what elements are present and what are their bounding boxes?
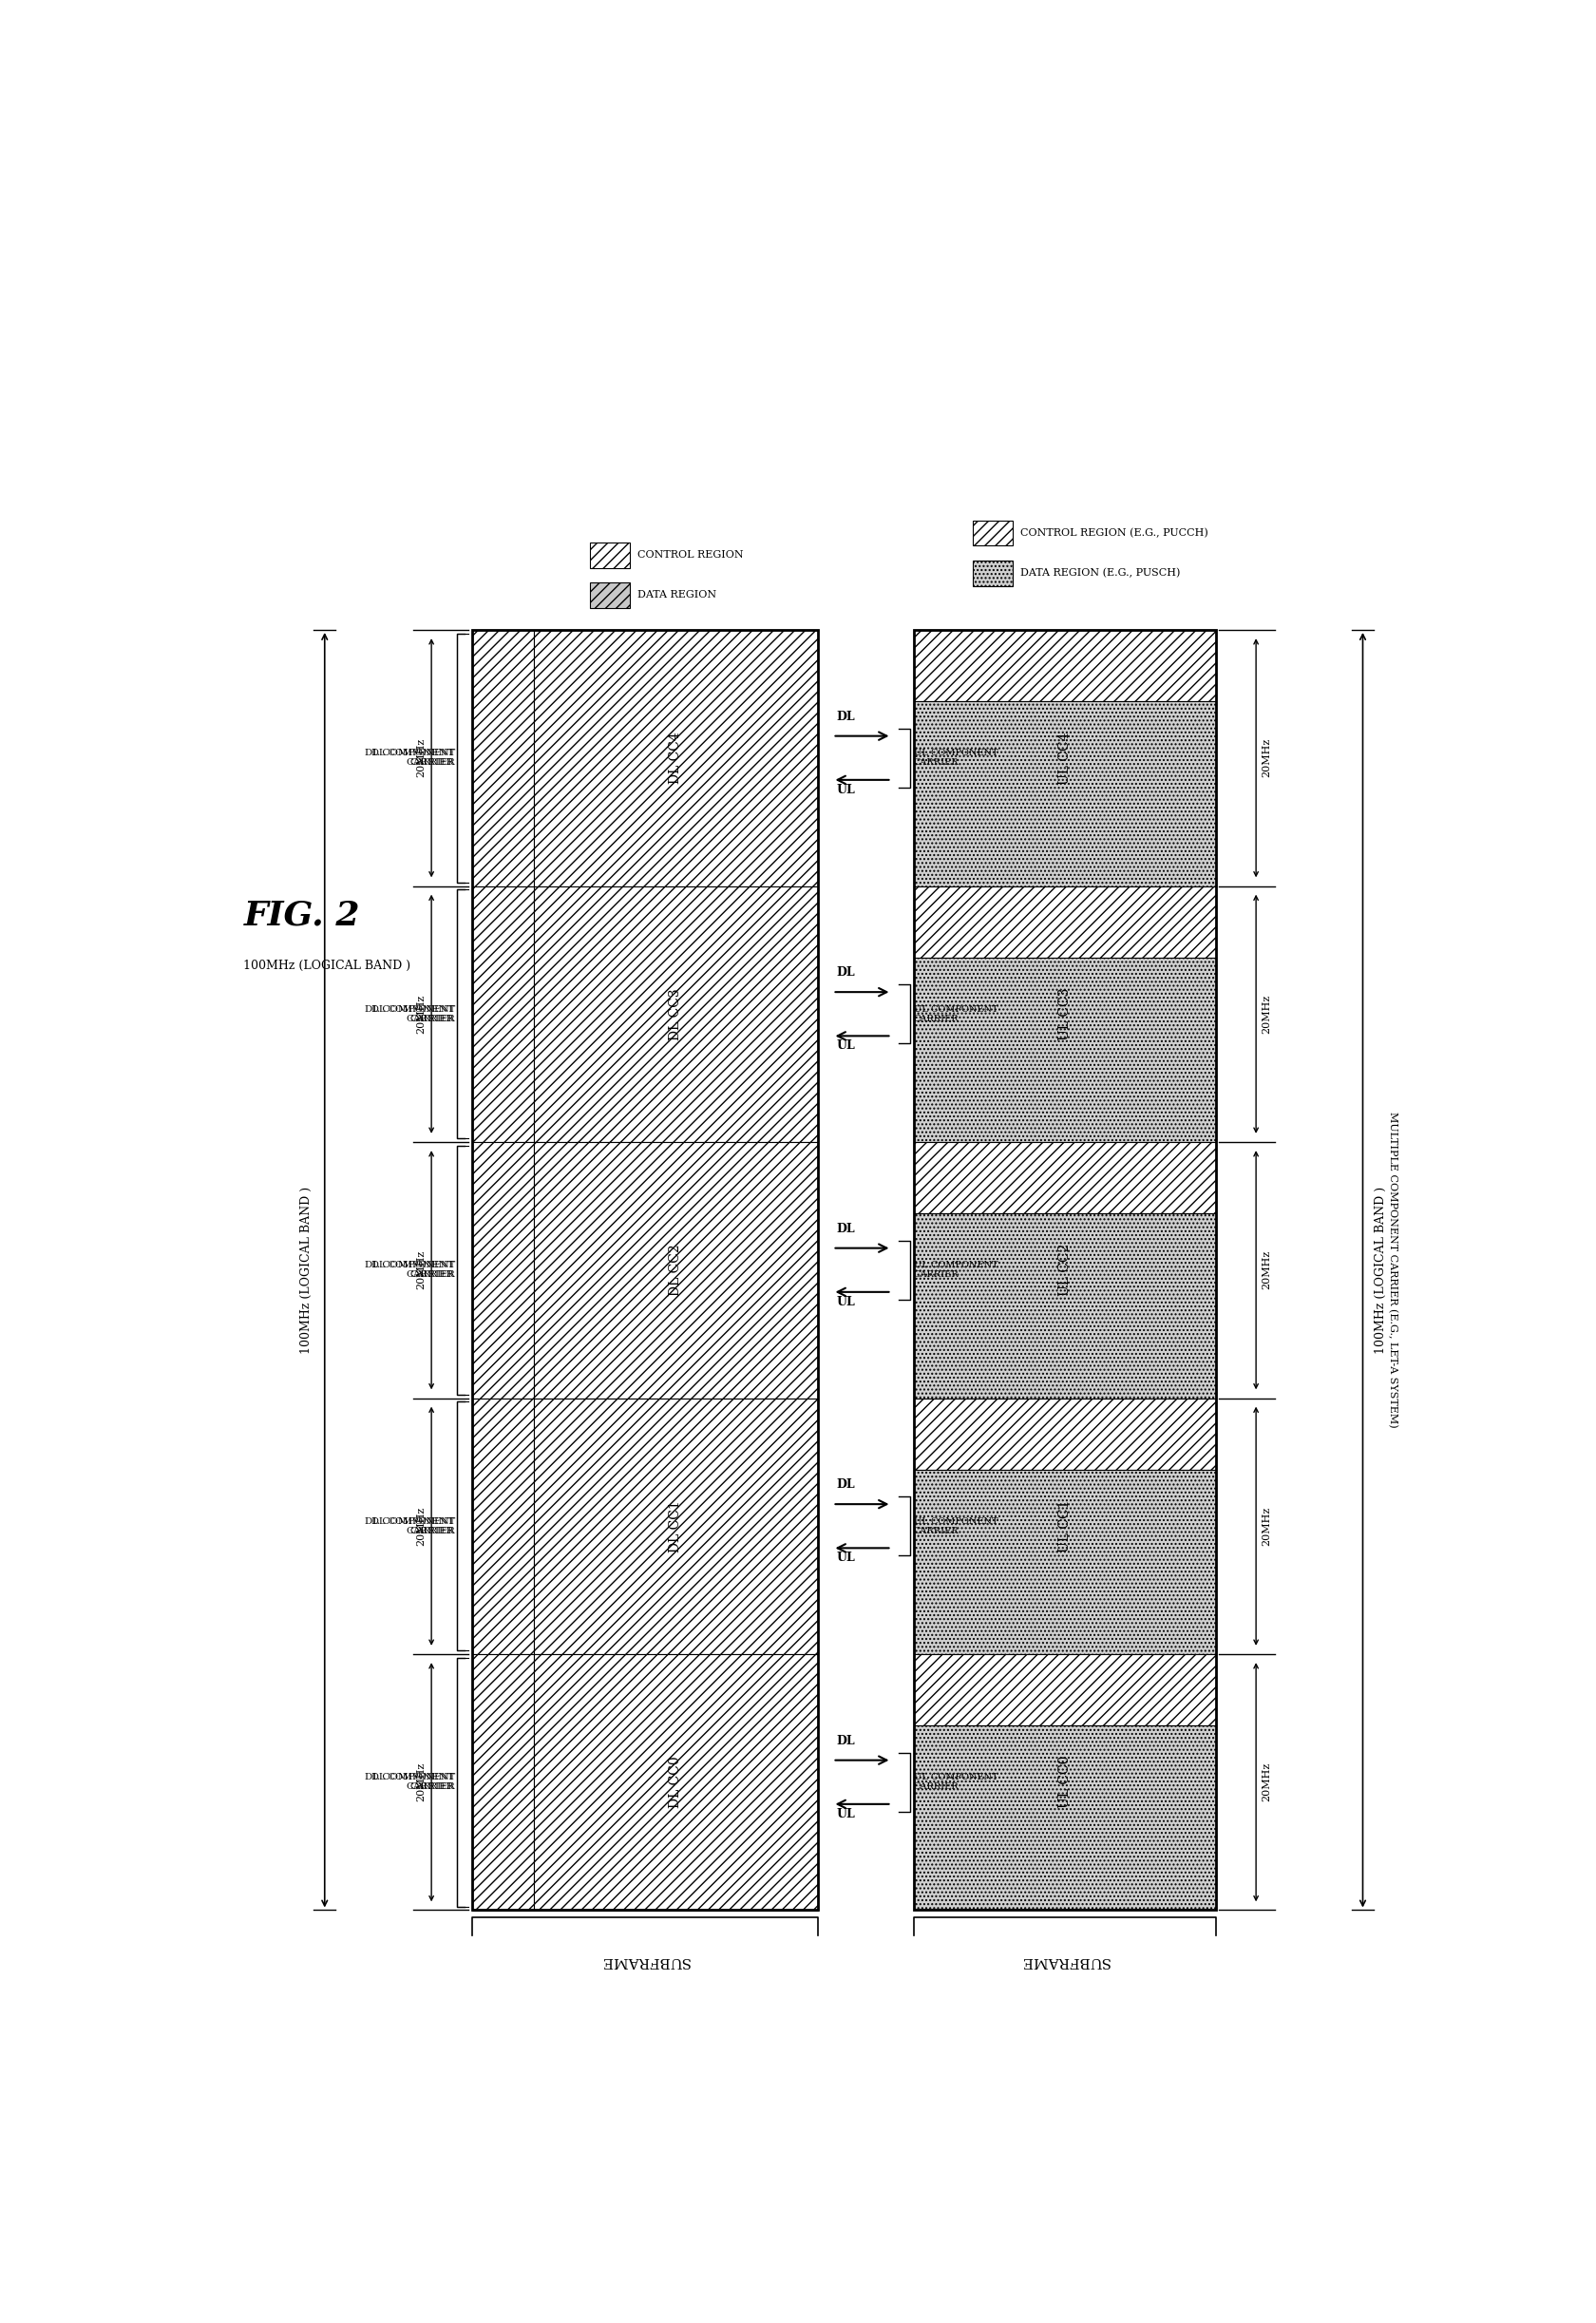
Text: DL COMPONENT
CARRIER: DL COMPONENT CARRIER	[364, 748, 453, 767]
Text: DL CC4: DL CC4	[669, 732, 683, 783]
Text: UL: UL	[836, 783, 855, 797]
Text: UL COMPONENT
CARRIER: UL COMPONENT CARRIER	[913, 1772, 998, 1791]
Text: DL COMPONENT
CARRIER: DL COMPONENT CARRIER	[364, 1772, 453, 1791]
Text: 100MHz (LOGICAL BAND ): 100MHz (LOGICAL BAND )	[244, 959, 412, 971]
Bar	[913, 1470, 1216, 1654]
Bar	[972, 520, 1013, 546]
Text: DL: DL	[836, 1480, 855, 1491]
Text: CONTROL REGION (E.G., PUCCH): CONTROL REGION (E.G., PUCCH)	[1020, 527, 1208, 537]
Text: 20MHz: 20MHz	[1262, 1763, 1272, 1803]
Bar	[589, 583, 630, 609]
Text: UL CC1: UL CC1	[1058, 1501, 1071, 1552]
Bar	[913, 630, 1216, 702]
Text: DL COMPONENT
CARRIER: DL COMPONENT CARRIER	[372, 1261, 455, 1280]
Text: DL COMPONENT
CARRIER: DL COMPONENT CARRIER	[364, 1006, 453, 1022]
Bar	[533, 1654, 819, 1910]
Text: UL CC0: UL CC0	[1058, 1756, 1071, 1810]
Text: DL CC1: DL CC1	[669, 1501, 683, 1552]
Text: DL COMPONENT
CARRIER: DL COMPONENT CARRIER	[372, 748, 455, 767]
Text: 20MHz: 20MHz	[1262, 739, 1272, 778]
Text: UL CC3: UL CC3	[1058, 987, 1071, 1041]
Text: DL COMPONENT
CARRIER: DL COMPONENT CARRIER	[364, 1517, 453, 1536]
Text: DL COMPONENT
CARRIER: DL COMPONENT CARRIER	[372, 1517, 455, 1536]
Bar	[533, 630, 819, 885]
Bar	[913, 885, 1216, 957]
Bar	[972, 560, 1013, 585]
Text: SUBFRAME: SUBFRAME	[1020, 1954, 1109, 1968]
Text: DL CC3: DL CC3	[669, 987, 683, 1041]
Text: DATA REGION: DATA REGION	[637, 590, 717, 599]
Text: 100MHz (LOGICAL BAND ): 100MHz (LOGICAL BAND )	[1376, 1187, 1387, 1354]
Bar	[913, 630, 1216, 1910]
Text: 20MHz: 20MHz	[1262, 994, 1272, 1034]
Text: DL: DL	[836, 966, 855, 978]
Text: UL: UL	[836, 1041, 855, 1052]
Text: DATA REGION (E.G., PUSCH): DATA REGION (E.G., PUSCH)	[1020, 567, 1181, 578]
Text: UL CC2: UL CC2	[1058, 1243, 1071, 1296]
Bar	[913, 1726, 1216, 1910]
Text: DL: DL	[836, 711, 855, 722]
Bar	[913, 702, 1216, 885]
Text: DL CC0: DL CC0	[669, 1756, 683, 1807]
Text: 20MHz: 20MHz	[417, 739, 426, 778]
Bar	[913, 1213, 1216, 1398]
Bar	[472, 630, 819, 1910]
Bar	[913, 1654, 1216, 1726]
Bar	[913, 957, 1216, 1143]
Text: DL COMPONENT
CARRIER: DL COMPONENT CARRIER	[372, 1006, 455, 1022]
Text: UL COMPONENT
CARRIER: UL COMPONENT CARRIER	[913, 1261, 998, 1280]
Text: 20MHz: 20MHz	[417, 1763, 426, 1803]
Text: 20MHz: 20MHz	[417, 994, 426, 1034]
Bar	[913, 1143, 1216, 1213]
Bar	[472, 1654, 533, 1910]
Text: UL COMPONENT
CARRIER: UL COMPONENT CARRIER	[913, 748, 998, 767]
Text: 20MHz: 20MHz	[1262, 1508, 1272, 1545]
Bar	[472, 885, 533, 1143]
Text: UL: UL	[836, 1296, 855, 1308]
Bar	[472, 1398, 533, 1654]
Text: DL COMPONENT
CARRIER: DL COMPONENT CARRIER	[364, 1261, 453, 1280]
Text: UL: UL	[836, 1807, 855, 1821]
Text: DL: DL	[836, 1222, 855, 1236]
Text: UL: UL	[836, 1552, 855, 1563]
Text: SUBFRAME: SUBFRAME	[600, 1954, 689, 1968]
Text: DL: DL	[836, 1735, 855, 1747]
Text: 20MHz: 20MHz	[1262, 1250, 1272, 1289]
Text: FIG. 2: FIG. 2	[244, 899, 361, 932]
Bar	[472, 630, 533, 885]
Text: MULTIPLE COMPONENT CARRIER (E.G., LET-A SYSTEM): MULTIPLE COMPONENT CARRIER (E.G., LET-A …	[1387, 1113, 1396, 1429]
Text: DL CC2: DL CC2	[669, 1245, 683, 1296]
Bar	[533, 885, 819, 1143]
Bar	[913, 1398, 1216, 1470]
Text: DL COMPONENT
CARRIER: DL COMPONENT CARRIER	[372, 1772, 455, 1791]
Text: UL COMPONENT
CARRIER: UL COMPONENT CARRIER	[913, 1006, 998, 1022]
Bar	[472, 1143, 533, 1398]
Text: 100MHz (LOGICAL BAND ): 100MHz (LOGICAL BAND )	[300, 1187, 313, 1354]
Bar	[589, 541, 630, 567]
Bar	[533, 1143, 819, 1398]
Text: UL COMPONENT
CARRIER: UL COMPONENT CARRIER	[913, 1517, 998, 1536]
Text: CONTROL REGION: CONTROL REGION	[637, 551, 744, 560]
Text: 20MHz: 20MHz	[417, 1250, 426, 1289]
Bar	[533, 1398, 819, 1654]
Text: UL CC4: UL CC4	[1058, 732, 1071, 785]
Text: 20MHz: 20MHz	[417, 1508, 426, 1545]
